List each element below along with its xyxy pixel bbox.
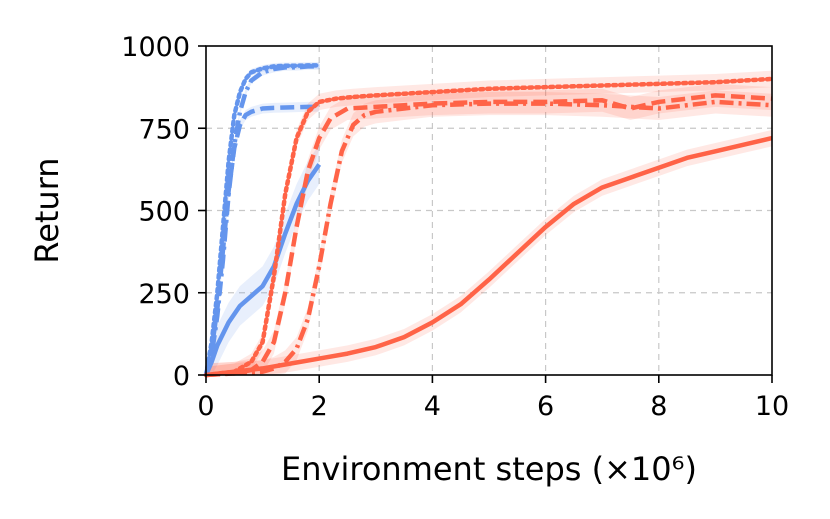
series-line-6: [205, 99, 773, 378]
y-tick-label: 500: [138, 197, 190, 228]
x-tick-label: 10: [755, 391, 789, 422]
y-tick-label: 750: [138, 114, 190, 145]
x-tick-label: 4: [424, 391, 441, 422]
x-tick-label: 0: [197, 391, 214, 422]
x-axis-ticks: 0 2 4 6 8 10: [197, 375, 789, 422]
x-tick-label: 8: [650, 391, 667, 422]
series-lines: [203, 63, 775, 378]
series-line-1: [203, 104, 320, 376]
series-line-0: [203, 163, 322, 376]
x-tick-label: 2: [311, 391, 328, 422]
series-line-4: [205, 135, 773, 378]
x-tick-label: 6: [537, 391, 554, 422]
series-line-3: [203, 63, 322, 378]
y-tick-label: 250: [138, 279, 190, 310]
series-line-7: [203, 76, 775, 378]
y-axis-label: Return: [28, 157, 66, 263]
y-tick-label: 1000: [121, 32, 190, 63]
x-axis-label: Environment steps (×10⁶): [281, 450, 697, 488]
y-tick-label: 0: [173, 361, 190, 392]
series-band-4: [206, 129, 772, 375]
y-axis-ticks: 0 250 500 750 1000: [121, 32, 206, 392]
